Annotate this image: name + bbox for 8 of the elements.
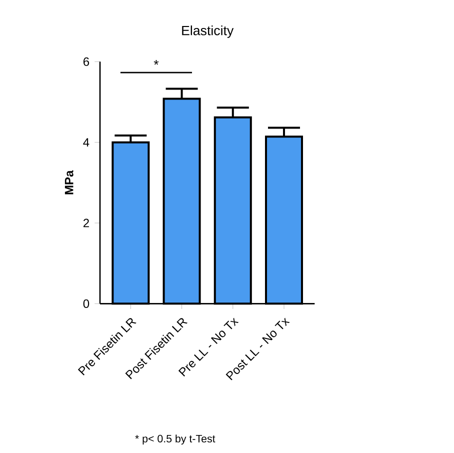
chart-title: Elasticity — [182, 25, 234, 38]
y-tick-label: 2 — [83, 218, 89, 228]
text: * p< 0.5 by t-Test — [135, 434, 216, 445]
y-tick-label: 0 — [83, 299, 90, 308]
y-axis-title: MPa — [64, 170, 74, 194]
annotation: * — [154, 60, 159, 65]
y-tick-label: 4 — [83, 138, 90, 146]
y-tick-label: 6 — [83, 57, 90, 66]
